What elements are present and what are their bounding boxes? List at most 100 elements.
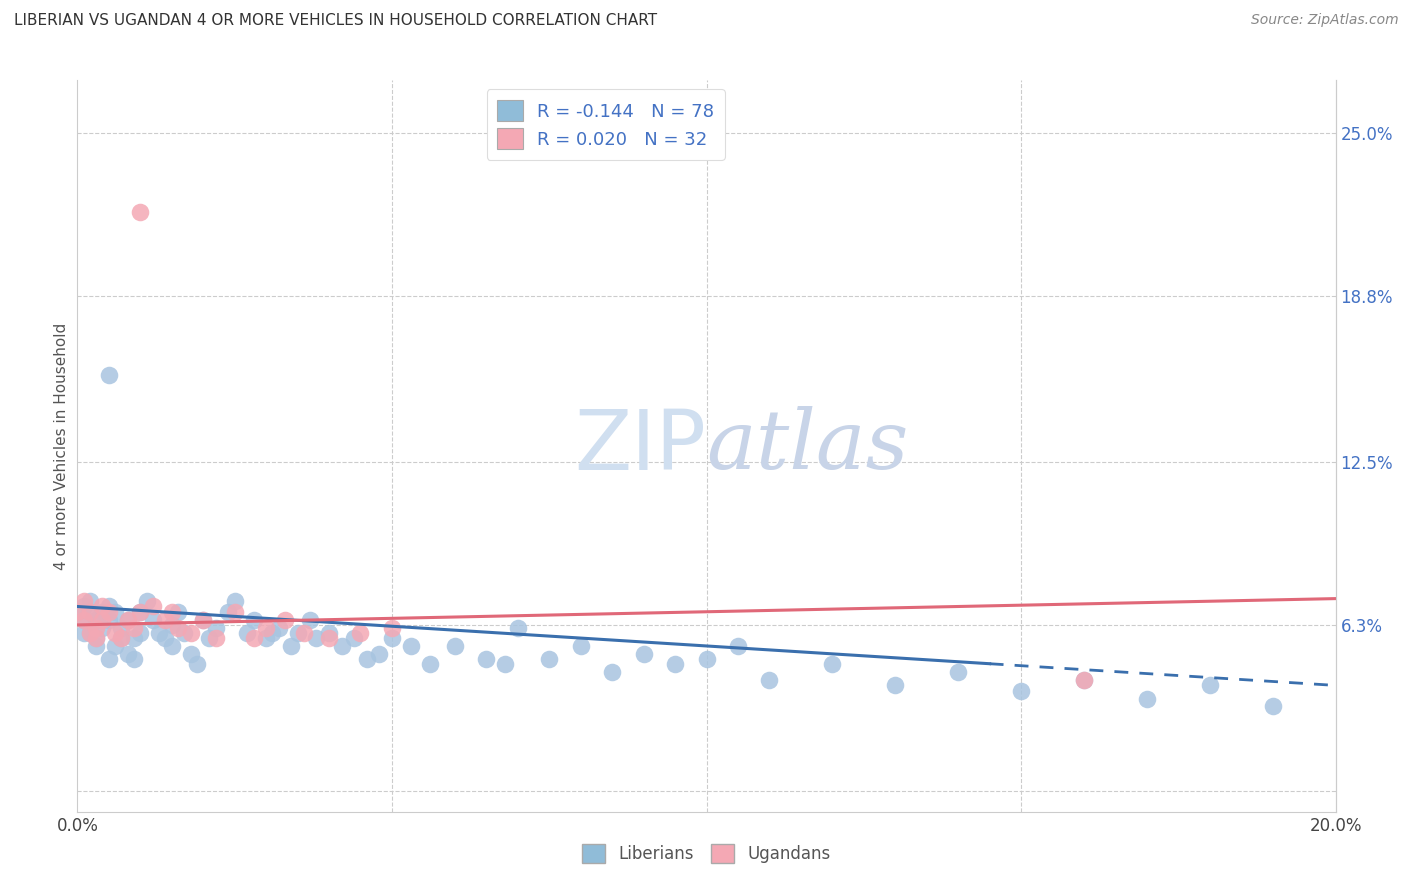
Point (66, 605, 89, 619)
Point (91, 613, 114, 627)
Point (186, 657, 208, 672)
Point (117, 647, 139, 661)
Point (330, 639, 353, 653)
Point (84, 613, 107, 627)
Point (444, 639, 467, 653)
Point (148, 625, 170, 640)
Point (343, 631, 366, 645)
Point (224, 594, 246, 608)
Point (66, 605, 89, 619)
Point (381, 631, 404, 645)
Point (475, 652, 498, 666)
Point (217, 605, 239, 619)
Point (274, 613, 297, 627)
Point (79, 605, 101, 619)
Point (104, 639, 127, 653)
Point (292, 625, 315, 640)
Point (399, 639, 422, 653)
Point (91, 621, 114, 635)
Point (633, 647, 655, 661)
Point (142, 613, 165, 627)
Point (821, 657, 844, 672)
Point (155, 613, 177, 627)
Point (1073, 673, 1095, 688)
Point (160, 618, 183, 632)
Point (129, 605, 152, 619)
Point (305, 631, 328, 645)
Point (72, 613, 94, 627)
Point (538, 652, 561, 666)
Point (110, 631, 132, 645)
Point (84, 631, 107, 645)
Point (180, 647, 202, 661)
Point (356, 652, 378, 666)
Point (84, 639, 107, 653)
Point (155, 631, 177, 645)
Point (569, 639, 592, 653)
Point (122, 631, 145, 645)
Point (236, 625, 259, 640)
Point (224, 605, 246, 619)
Point (110, 621, 132, 635)
Point (135, 594, 157, 608)
Point (758, 673, 780, 688)
Point (242, 613, 264, 627)
Point (91, 605, 114, 619)
Point (727, 639, 749, 653)
Text: Source: ZipAtlas.com: Source: ZipAtlas.com (1251, 13, 1399, 28)
Point (84, 631, 107, 645)
Point (142, 599, 165, 614)
Point (160, 605, 183, 619)
Point (198, 631, 221, 645)
Point (104, 625, 127, 640)
Point (204, 621, 226, 635)
Point (267, 621, 290, 635)
Point (299, 613, 322, 627)
Text: atlas: atlas (707, 406, 908, 486)
Point (191, 613, 215, 627)
Point (117, 613, 139, 627)
Point (173, 625, 195, 640)
Point (696, 652, 718, 666)
Point (287, 625, 309, 640)
Text: LIBERIAN VS UGANDAN 4 OR MORE VEHICLES IN HOUSEHOLD CORRELATION CHART: LIBERIAN VS UGANDAN 4 OR MORE VEHICLES I… (14, 13, 657, 29)
Point (242, 631, 264, 645)
Point (349, 625, 371, 640)
Point (122, 621, 145, 635)
Point (97, 599, 120, 614)
Point (97, 652, 120, 666)
Point (72, 599, 94, 614)
Point (72, 625, 94, 640)
Point (129, 625, 152, 640)
Point (79, 625, 101, 640)
Point (1261, 699, 1284, 714)
Point (167, 605, 190, 619)
Point (368, 647, 391, 661)
Point (97, 368, 120, 382)
Point (79, 594, 101, 608)
Point (1010, 683, 1032, 698)
Point (280, 639, 302, 653)
Point (84, 621, 107, 635)
Point (129, 605, 152, 619)
Point (72, 613, 94, 627)
Point (160, 639, 183, 653)
Point (129, 204, 152, 219)
Point (419, 657, 441, 672)
Text: ZIP: ZIP (575, 406, 707, 486)
Point (97, 613, 120, 627)
Point (1073, 673, 1095, 688)
Point (122, 652, 145, 666)
Point (1136, 691, 1159, 706)
Point (191, 613, 215, 627)
Y-axis label: 4 or more Vehicles in Household: 4 or more Vehicles in Household (53, 322, 69, 570)
Point (884, 678, 907, 692)
Point (79, 625, 101, 640)
Point (506, 621, 529, 635)
Point (110, 631, 132, 645)
Point (167, 621, 190, 635)
Point (318, 631, 340, 645)
Point (117, 613, 139, 627)
Point (254, 621, 277, 635)
Point (318, 625, 340, 640)
